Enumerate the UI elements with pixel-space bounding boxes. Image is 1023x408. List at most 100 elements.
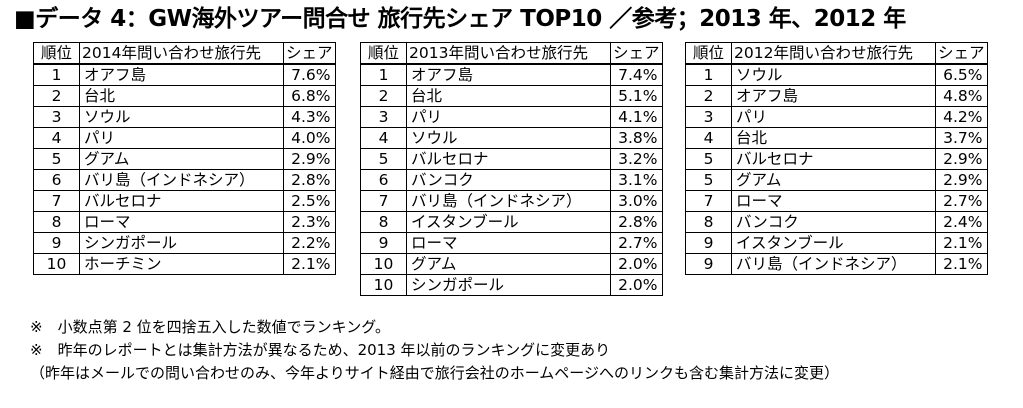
rank-cell: 8 <box>685 211 732 233</box>
table-row: 9 ローマ 2.7% <box>360 232 663 254</box>
footnotes: ※ 小数点第 2 位を四捨五入した数値でランキング。 ※ 昨年のレポートとは集計… <box>30 316 839 385</box>
share-cell: 5.1% <box>610 85 663 107</box>
rank-cell: 4 <box>685 127 732 149</box>
destination-cell: グアム <box>731 169 936 191</box>
table-row: 1 ソウル 6.5% <box>685 63 988 86</box>
destination-cell: グアム <box>79 148 284 170</box>
rank-cell: 9 <box>685 253 732 275</box>
share-cell: 4.8% <box>935 85 988 107</box>
share-cell: 4.1% <box>610 106 663 128</box>
destination-cell: バルセロナ <box>406 148 611 170</box>
rank-cell: 8 <box>360 211 407 233</box>
table-row: 9 バリ島（インドネシア） 2.1% <box>685 253 988 275</box>
destination-cell: ホーチミン <box>79 253 284 275</box>
destination-cell: バルセロナ <box>79 190 284 212</box>
destination-cell: 台北 <box>731 127 936 149</box>
share-cell: 2.7% <box>610 232 663 254</box>
destination-cell: シンガポール <box>79 232 284 254</box>
table-row: 5 グアム 2.9% <box>685 169 988 191</box>
rank-cell: 3 <box>33 106 80 128</box>
share-cell: 2.5% <box>283 190 336 212</box>
destination-cell: バンコク <box>731 211 936 233</box>
rank-cell: 6 <box>33 169 80 191</box>
share-cell: 2.3% <box>283 211 336 233</box>
share-cell: 2.1% <box>283 253 336 275</box>
share-cell: 6.5% <box>935 63 988 86</box>
destination-cell: バリ島（インドネシア） <box>731 253 936 275</box>
footnote: （昨年はメールでの問い合わせのみ、今年よりサイト経由で旅行会社のホームページへの… <box>30 364 839 382</box>
destination-cell: バリ島（インドネシア） <box>79 169 284 191</box>
destination-cell: ローマ <box>79 211 284 233</box>
destination-cell: ソウル <box>79 106 284 128</box>
header-destination: 2014年問い合わせ旅行先 <box>79 42 284 65</box>
share-cell: 2.1% <box>935 232 988 254</box>
table-row: 3 パリ 4.1% <box>360 106 663 128</box>
table-row: 9 シンガポール 2.2% <box>33 232 336 254</box>
table-row: 8 ローマ 2.3% <box>33 211 336 233</box>
table-row: 3 パリ 4.2% <box>685 106 988 128</box>
share-cell: 4.3% <box>283 106 336 128</box>
destination-cell: ローマ <box>731 190 936 212</box>
table-row: 5 グアム 2.9% <box>33 148 336 170</box>
rank-cell: 1 <box>360 63 407 86</box>
ranking-table-2014: 順位 2014年問い合わせ旅行先 シェア 1 オアフ島 7.6% 2 台北 6.8% 3 ソウル 4.… <box>33 42 336 275</box>
ranking-table-2012: 順位 2012年問い合わせ旅行先 シェア 1 ソウル 6.5% 2 オアフ島 4.8% 3 パリ 4.… <box>685 42 988 275</box>
destination-cell: バンコク <box>406 169 611 191</box>
rank-cell: 7 <box>685 190 732 212</box>
table-row: 6 バリ島（インドネシア） 2.8% <box>33 169 336 191</box>
share-cell: 3.2% <box>610 148 663 170</box>
share-cell: 3.8% <box>610 127 663 149</box>
share-cell: 2.1% <box>935 253 988 275</box>
table-row: 4 台北 3.7% <box>685 127 988 149</box>
share-cell: 3.7% <box>935 127 988 149</box>
rank-cell: 2 <box>360 85 407 107</box>
share-cell: 3.1% <box>610 169 663 191</box>
destination-cell: グアム <box>406 253 611 275</box>
footnote: ※ 小数点第 2 位を四捨五入した数値でランキング。 <box>30 318 391 336</box>
destination-cell: ソウル <box>731 63 936 86</box>
rank-cell: 10 <box>33 253 80 275</box>
destination-cell: ローマ <box>406 232 611 254</box>
destination-cell: バルセロナ <box>731 148 936 170</box>
ranking-table-2013: 順位 2013年問い合わせ旅行先 シェア 1 オアフ島 7.4% 2 台北 5.1% 3 パリ 4.1… <box>360 42 663 296</box>
share-cell: 2.0% <box>610 274 663 296</box>
table-header-row: 順位 2014年問い合わせ旅行先 シェア <box>33 42 336 65</box>
table-row: 7 バリ島（インドネシア） 3.0% <box>360 190 663 212</box>
table-row: 7 バルセロナ 2.5% <box>33 190 336 212</box>
table-row: 10 ホーチミン 2.1% <box>33 253 336 275</box>
table-row: 8 バンコク 2.4% <box>685 211 988 233</box>
table-row: 1 オアフ島 7.4% <box>360 63 663 86</box>
rank-cell: 9 <box>685 232 732 254</box>
rank-cell: 7 <box>360 190 407 212</box>
header-share: シェア <box>610 42 663 65</box>
share-cell: 4.2% <box>935 106 988 128</box>
share-cell: 2.2% <box>283 232 336 254</box>
table-row: 8 イスタンブール 2.8% <box>360 211 663 233</box>
destination-cell: パリ <box>79 127 284 149</box>
rank-cell: 1 <box>33 63 80 86</box>
share-cell: 2.9% <box>935 169 988 191</box>
destination-cell: シンガポール <box>406 274 611 296</box>
destination-cell: 台北 <box>79 85 284 107</box>
rank-cell: 1 <box>685 63 732 86</box>
table-row: 10 シンガポール 2.0% <box>360 274 663 296</box>
header-rank: 順位 <box>360 42 407 65</box>
rank-cell: 5 <box>685 169 732 191</box>
table-row: 4 ソウル 3.8% <box>360 127 663 149</box>
table-row: 2 オアフ島 4.8% <box>685 85 988 107</box>
destination-cell: イスタンブール <box>406 211 611 233</box>
share-cell: 2.4% <box>935 211 988 233</box>
rank-cell: 5 <box>33 148 80 170</box>
destination-cell: バリ島（インドネシア） <box>406 190 611 212</box>
table-row: 1 オアフ島 7.6% <box>33 63 336 86</box>
header-share: シェア <box>935 42 988 65</box>
table-row: 5 バルセロナ 3.2% <box>360 148 663 170</box>
table-row: 7 ローマ 2.7% <box>685 190 988 212</box>
rank-cell: 10 <box>360 274 407 296</box>
share-cell: 4.0% <box>283 127 336 149</box>
destination-cell: パリ <box>731 106 936 128</box>
table-row: 3 ソウル 4.3% <box>33 106 336 128</box>
table-row: 9 イスタンブール 2.1% <box>685 232 988 254</box>
share-cell: 6.8% <box>283 85 336 107</box>
rank-cell: 8 <box>33 211 80 233</box>
